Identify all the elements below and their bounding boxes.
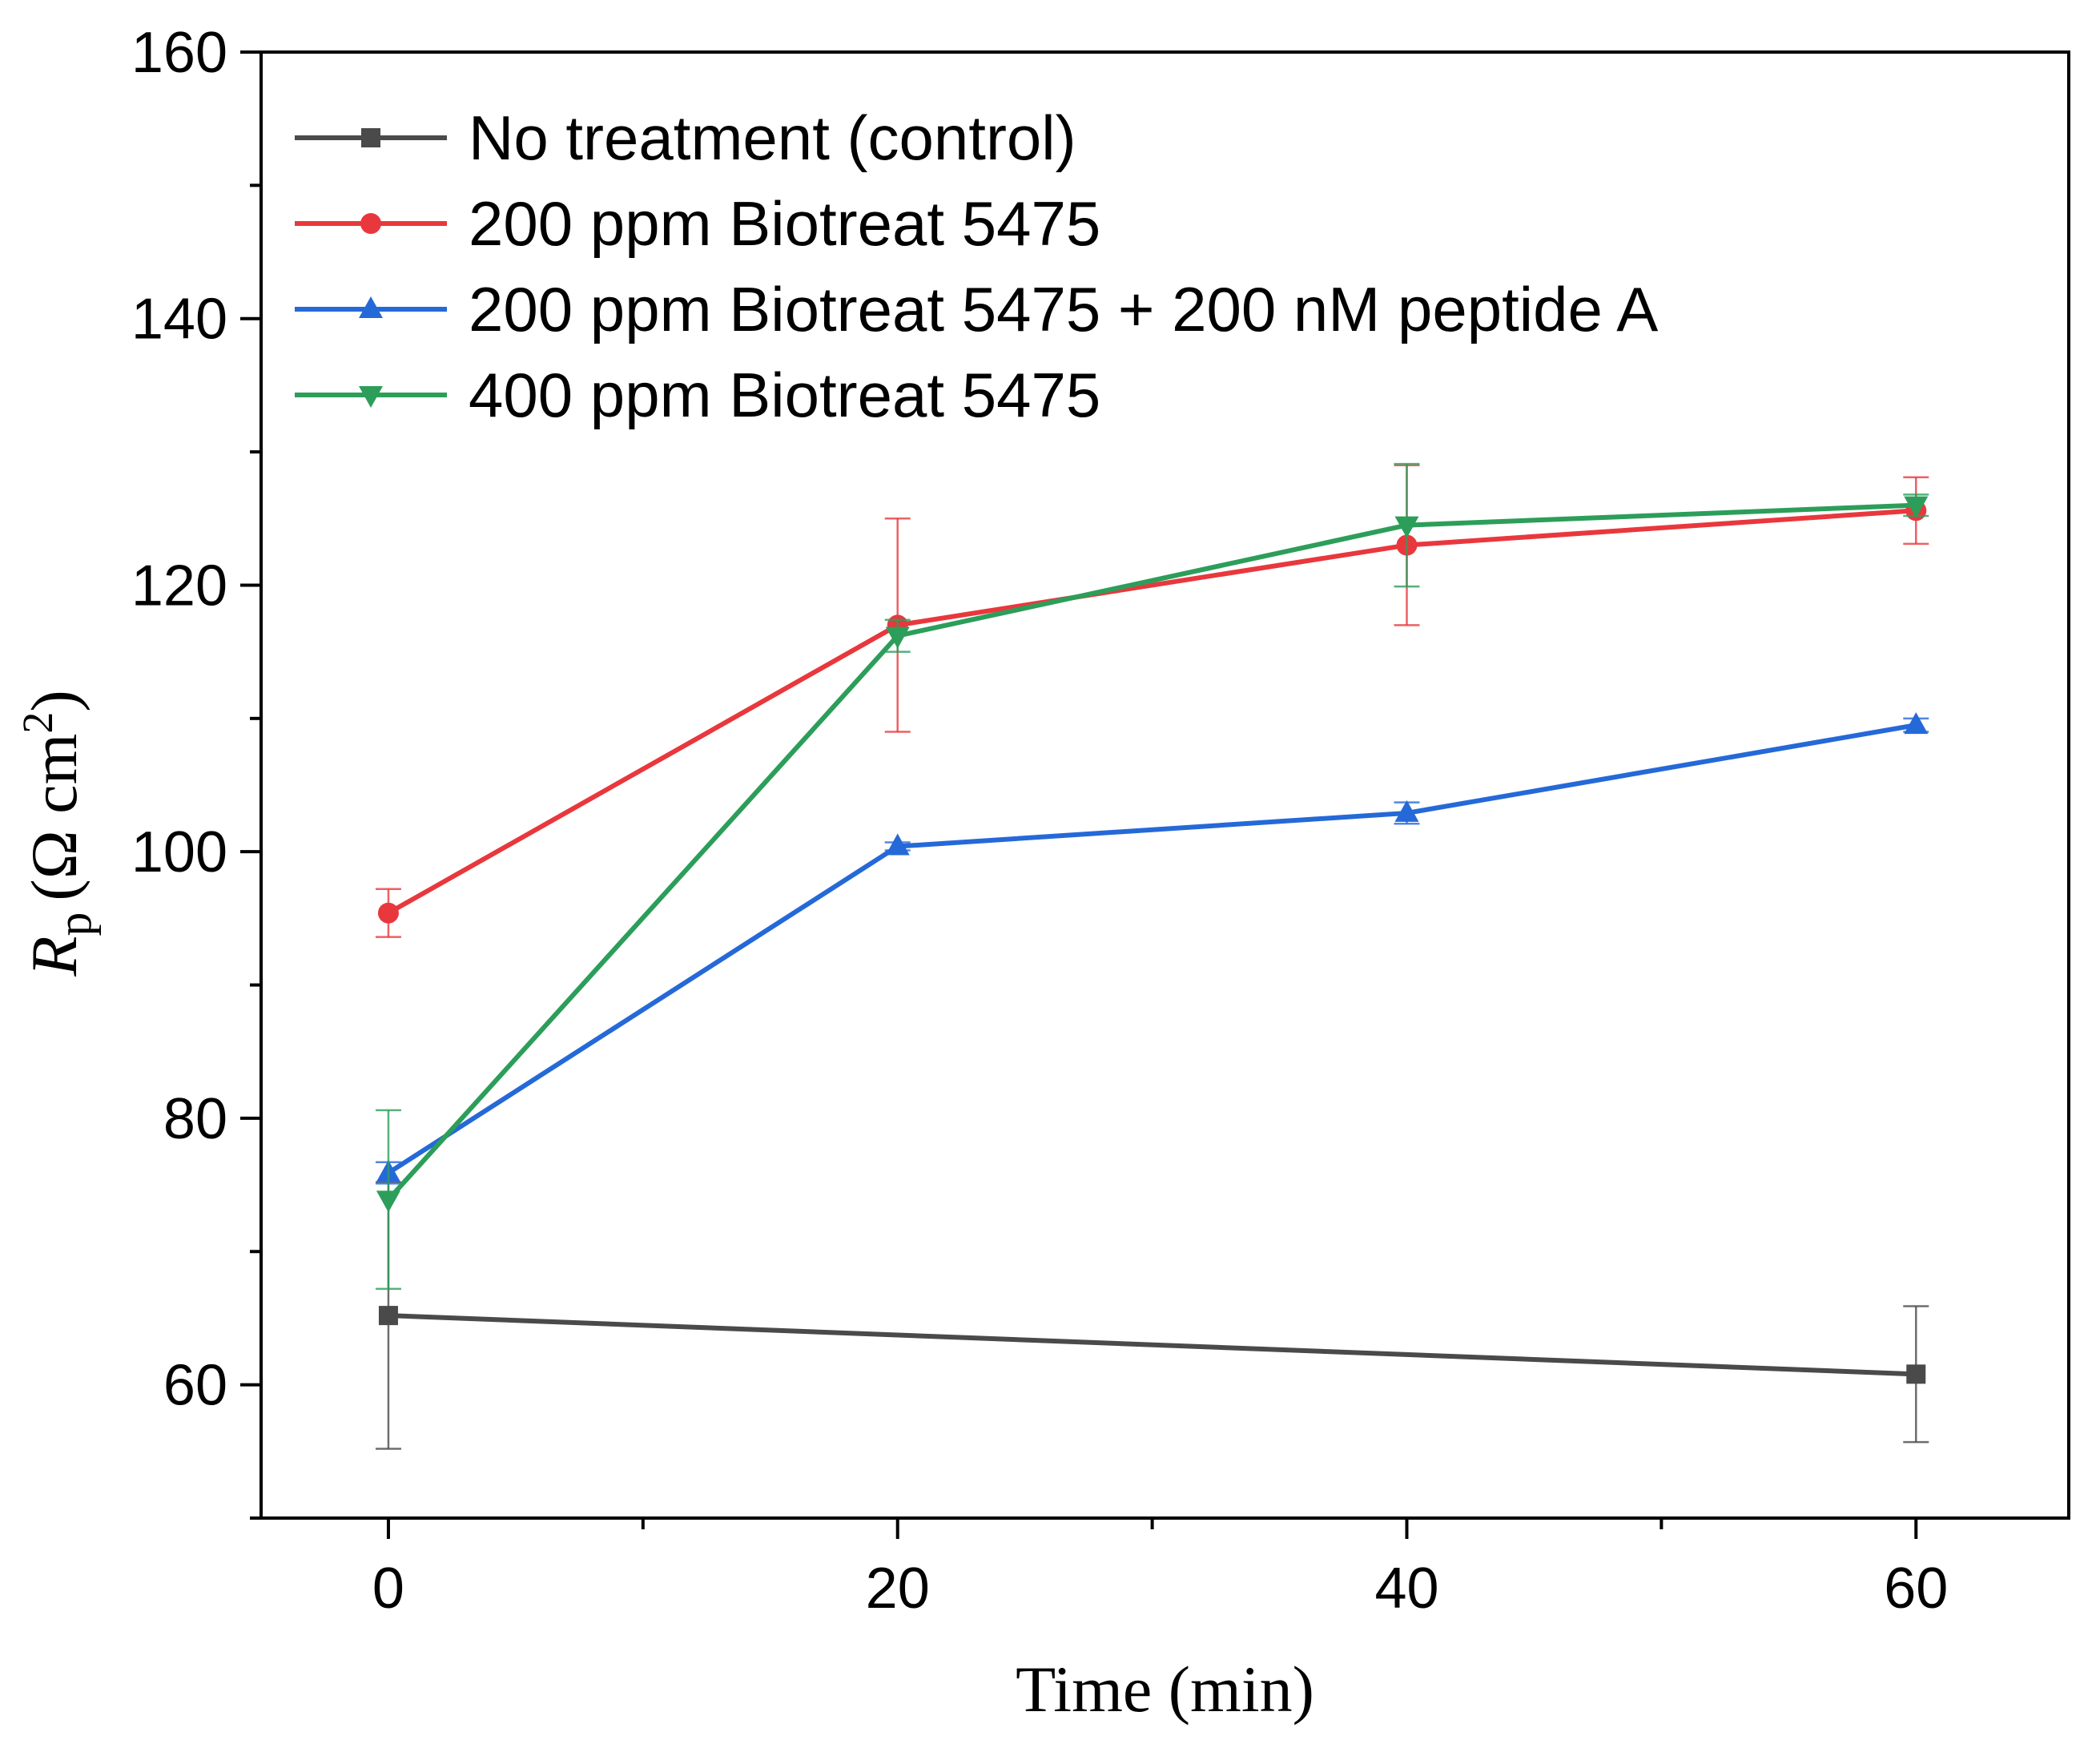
y-tick-label: 60 bbox=[163, 1354, 227, 1418]
legend-swatch-marker bbox=[359, 386, 383, 408]
legend-item: 200 ppm Biotreat 5475 + 200 nM peptide A bbox=[295, 274, 1658, 344]
legend-swatch-marker bbox=[359, 296, 383, 318]
legend: No treatment (control) 200 ppm Biotreat 5… bbox=[295, 103, 1658, 430]
legend-swatch-marker bbox=[361, 128, 380, 147]
tick-marks bbox=[240, 50, 1918, 1539]
data-point bbox=[1904, 712, 1929, 735]
data-point bbox=[378, 1306, 398, 1326]
series-line bbox=[388, 1313, 1917, 1377]
x-tick-label: 20 bbox=[866, 1557, 930, 1621]
legend-label: 200 ppm Biotreat 5475 bbox=[469, 188, 1100, 259]
y-tick-label: 160 bbox=[131, 21, 227, 85]
y-axis-title: Rp (Ω cm2) bbox=[14, 690, 101, 977]
y-tick-label: 100 bbox=[131, 820, 227, 884]
data-point bbox=[376, 1190, 400, 1213]
series-1 bbox=[375, 1181, 1929, 1450]
data-point bbox=[1394, 516, 1419, 538]
plot-frame bbox=[259, 50, 2070, 1520]
y-axis-symbol: R bbox=[18, 936, 91, 977]
x-tick-label: 60 bbox=[1884, 1557, 1948, 1621]
data-point bbox=[885, 833, 910, 856]
y-tick-label: 120 bbox=[131, 554, 227, 618]
series-line bbox=[387, 723, 1917, 1175]
legend-item: 200 ppm Biotreat 5475 bbox=[295, 188, 1100, 259]
y-axis-unit: (Ω cm bbox=[18, 734, 91, 901]
series-layer bbox=[375, 462, 1929, 1450]
data-point bbox=[1904, 496, 1929, 518]
series-line bbox=[387, 508, 1917, 916]
legend-label: 200 ppm Biotreat 5475 + 200 nM peptide A bbox=[469, 274, 1658, 344]
series-4 bbox=[375, 462, 1929, 1291]
legend-swatch-marker bbox=[360, 213, 381, 234]
tick-labels: 60 80 100 120 140 160 0 20 40 60 bbox=[131, 21, 1948, 1621]
data-point bbox=[1394, 799, 1419, 822]
y-tick-label: 140 bbox=[131, 288, 227, 352]
y-axis-subscript: p bbox=[48, 912, 101, 936]
y-axis-unit-close: ) bbox=[18, 690, 91, 711]
y-tick-label: 80 bbox=[163, 1087, 227, 1151]
legend-label: 400 ppm Biotreat 5475 bbox=[469, 360, 1100, 430]
legend-item: No treatment (control) bbox=[295, 103, 1076, 173]
legend-label: No treatment (control) bbox=[469, 103, 1076, 173]
x-tick-label: 0 bbox=[372, 1557, 404, 1621]
x-tick-label: 40 bbox=[1374, 1557, 1438, 1621]
data-point bbox=[885, 626, 910, 649]
x-axis-title: Time (min) bbox=[1016, 1653, 1314, 1726]
data-point bbox=[377, 902, 399, 924]
legend-item: 400 ppm Biotreat 5475 bbox=[295, 360, 1100, 430]
series-line bbox=[386, 502, 1917, 1202]
y-axis-unit-superscript: 2 bbox=[14, 712, 62, 734]
data-point bbox=[1906, 1364, 1926, 1384]
